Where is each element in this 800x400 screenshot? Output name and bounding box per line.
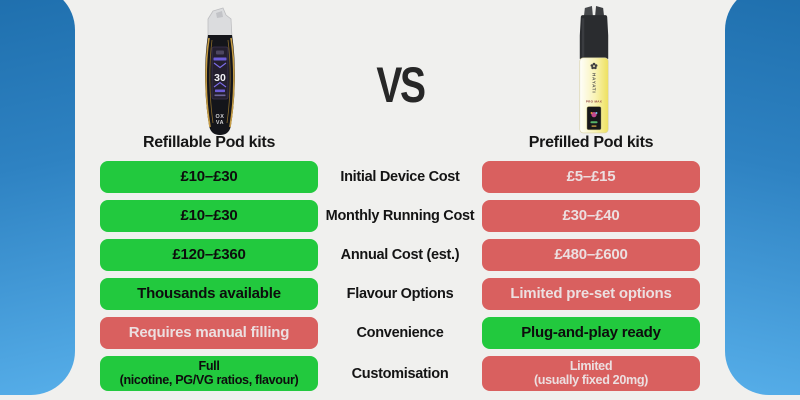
left-value-customisation: Full (nicotine, PG/VG ratios, flavour) — [100, 356, 318, 391]
right-value-customisation: Limited (usually fixed 20mg) — [482, 356, 700, 391]
pill-text-line2: (nicotine, PG/VG ratios, flavour) — [119, 372, 299, 387]
pill-text: £30–£40 — [562, 206, 620, 224]
row-label-customisation: Customisation — [351, 365, 449, 382]
refillable-pod-kit-image: 30 OX VA — [194, 5, 246, 137]
pill-text: Limited pre-set options — [510, 284, 672, 302]
left-value-annual-cost: £120–£360 — [100, 239, 318, 271]
oxva-brand-line2: VA — [216, 120, 224, 126]
right-accent-panel — [725, 0, 800, 395]
right-column-title: Prefilled Pod kits — [528, 134, 654, 151]
pill-text: £10–£30 — [180, 167, 238, 185]
pill-text: £480–£600 — [554, 245, 628, 263]
left-accent-panel — [0, 0, 75, 395]
left-value-initial-device-cost: £10–£30 — [100, 161, 318, 193]
comparison-table: £10–£30 Initial Device Cost £5–£15 £10–£… — [100, 161, 700, 391]
hayati-model-text: PRO MAX — [586, 99, 602, 103]
right-value-annual-cost: £480–£600 — [482, 239, 700, 271]
left-value-flavour-options: Thousands available — [100, 278, 318, 310]
row-label-flavour-options: Flavour Options — [346, 286, 454, 302]
left-value-monthly-running-cost: £10–£30 — [100, 200, 318, 232]
pill-text-line1: Full — [198, 358, 220, 373]
right-value-flavour-options: Limited pre-set options — [482, 278, 700, 310]
pill-text: £10–£30 — [180, 206, 238, 224]
row-label-initial-device-cost: Initial Device Cost — [340, 169, 460, 185]
row-label-convenience: Convenience — [356, 325, 444, 341]
prefilled-pod-kit-image: HAYATI PRO MAX — [574, 5, 614, 137]
oxva-brand-line1: OX — [216, 114, 225, 120]
pill-text: £120–£360 — [172, 245, 246, 263]
oxva-screen-wattage: 30 — [214, 72, 226, 84]
left-column-title: Refillable Pod kits — [142, 134, 276, 151]
right-value-monthly-running-cost: £30–£40 — [482, 200, 700, 232]
hayati-brand-text: HAYATI — [591, 73, 596, 93]
hayati-screen-graphic — [590, 112, 598, 127]
right-value-initial-device-cost: £5–£15 — [482, 161, 700, 193]
left-value-convenience: Requires manual filling — [100, 317, 318, 349]
pill-text-line1: Limited — [569, 358, 613, 373]
hayati-flower-logo — [590, 62, 598, 70]
row-label-monthly-running-cost: Monthly Running Cost — [325, 208, 475, 224]
pill-text: Plug-and-play ready — [521, 323, 661, 341]
oxva-device-illustration: 30 OX VA — [205, 7, 235, 135]
vs-label: VS — [376, 57, 426, 113]
pill-text-line2: (usually fixed 20mg) — [533, 372, 649, 387]
right-value-convenience: Plug-and-play ready — [482, 317, 700, 349]
hayati-device-illustration: HAYATI PRO MAX — [579, 6, 609, 134]
pill-text: Thousands available — [137, 284, 281, 302]
pill-text: £5–£15 — [566, 167, 616, 185]
row-label-annual-cost: Annual Cost (est.) — [340, 247, 460, 263]
pill-text: Requires manual filling — [128, 323, 290, 341]
